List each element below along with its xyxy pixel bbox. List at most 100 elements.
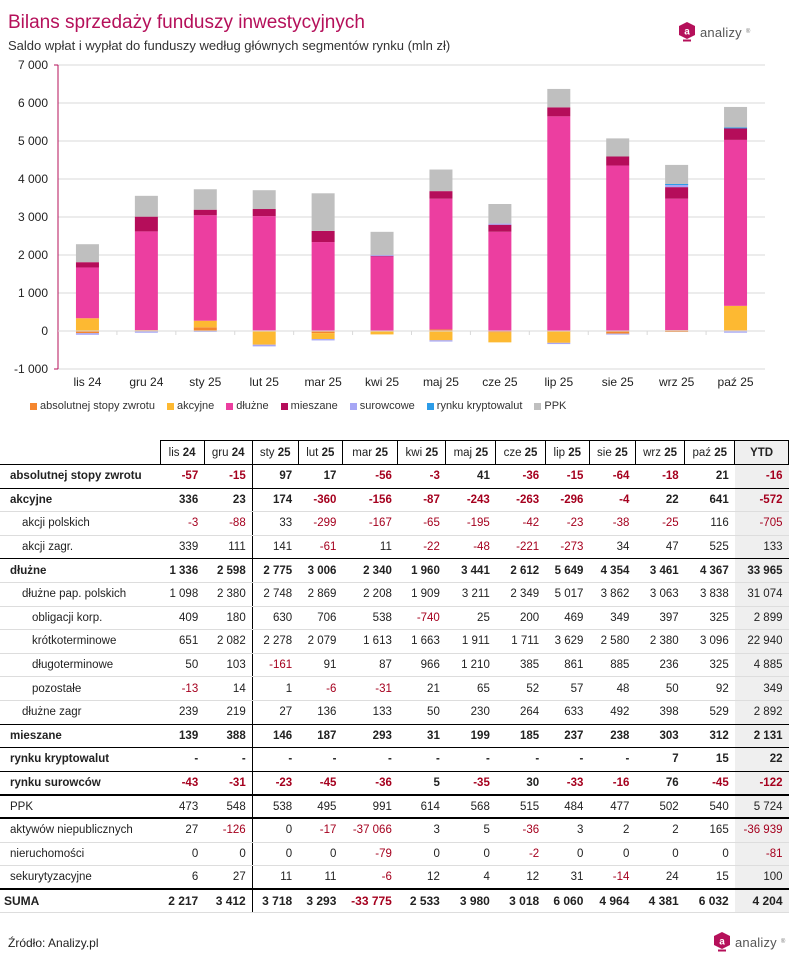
table-cell: 50: [160, 653, 205, 678]
column-header: maj 25: [445, 440, 497, 465]
bar-segment-dluzne: [193, 215, 217, 321]
table-cell: 398: [635, 700, 685, 725]
table-cell: 33: [252, 511, 299, 536]
row-label: sekurytyzacyjne: [0, 865, 160, 891]
table-cell: -: [160, 747, 205, 772]
legend-item: mieszane: [280, 400, 338, 412]
legend-swatch: [349, 402, 357, 410]
table-cell: 22 940: [734, 629, 789, 654]
table-cell: 21: [397, 676, 446, 701]
table-cell: 4 204: [734, 889, 789, 914]
legend-item: dłużne: [226, 400, 269, 412]
table-cell: -23: [252, 771, 299, 796]
table-cell: 22: [734, 747, 789, 772]
bar-segment-rynku-kryptowalut: [724, 127, 748, 129]
table-cell: 0: [545, 842, 590, 867]
table-cell: 2 580: [589, 629, 636, 654]
row-label: PPK: [0, 794, 160, 820]
table-cell: 4 885: [734, 653, 789, 678]
table-cell: 3 980: [445, 889, 496, 914]
legend-label: PPK: [544, 400, 567, 412]
table-cell: -: [397, 747, 446, 772]
table-cell: 2 208: [342, 582, 398, 607]
table-cell: -243: [445, 488, 496, 513]
table-cell: 0: [252, 842, 299, 867]
table-cell: 6 032: [684, 889, 735, 914]
table-cell: 2 775: [252, 558, 299, 583]
table-row: obligacji korp. 409 180 630 706 538 -740 25 200 4…: [0, 606, 789, 631]
table-cell: 239: [160, 700, 205, 725]
table-cell: 2 082: [204, 629, 253, 654]
bar-segment-absolutnej-stopy-zwrotu: [488, 331, 512, 333]
table-cell: 473: [160, 794, 205, 820]
table-cell: 1 960: [397, 558, 446, 583]
logo-registered: ®: [780, 939, 786, 945]
table-cell: -299: [298, 511, 343, 536]
table-cell: -79: [342, 842, 398, 867]
table-cell: 1 210: [445, 653, 496, 678]
column-header: paź 25: [684, 440, 736, 465]
table-cell: 116: [684, 511, 735, 536]
table-cell: 17: [298, 464, 343, 489]
table-cell: 0: [589, 842, 636, 867]
table-cell: 2 131: [734, 724, 789, 749]
row-label: akcyjne: [0, 488, 160, 513]
logo-text: analizy: [735, 934, 777, 950]
table-cell: -6: [298, 676, 343, 701]
legend-swatch: [30, 402, 37, 410]
table-row: SUMA 2 217 3 412 3 718 3 293 -33 775 2 533 3 98…: [0, 889, 789, 914]
table-cell: 11: [298, 865, 343, 891]
table-cell: -221: [495, 535, 546, 560]
table-cell: 2 533: [397, 889, 446, 914]
column-header: cze 25: [495, 440, 546, 465]
table-cell: 76: [635, 771, 685, 796]
bar-segment-mieszane: [193, 209, 217, 216]
bar-segment-mieszane: [75, 262, 99, 268]
y-tick-label: 7 000: [18, 58, 48, 72]
table-cell: 31 074: [734, 582, 789, 607]
table-cell: 111: [204, 535, 253, 560]
table-row: aktywów niepublicznych 27 -126 0 -17 -37 066 3…: [0, 818, 789, 843]
table-cell: -87: [397, 488, 446, 513]
column-header: gru 24: [203, 440, 253, 465]
x-tick-label: wrz 25: [658, 375, 695, 389]
bar-segment-PPK: [311, 193, 335, 231]
table-cell: 100: [734, 865, 789, 891]
table-row: krótkoterminowe 651 2 082 2 278 2 079 1 613 1 …: [0, 629, 789, 654]
page-title: Bilans sprzedaży funduszy inwestycyjnych: [8, 12, 365, 33]
bar-segment-PPK: [370, 231, 394, 256]
table-cell: 34: [589, 535, 636, 560]
table-cell: 31: [545, 865, 590, 891]
bar-segment-akcyjne: [370, 331, 394, 335]
table-cell: -31: [204, 771, 253, 796]
row-label: akcji polskich: [0, 511, 160, 536]
bar-segment-mieszane: [252, 209, 276, 217]
bar-segment-PPK: [134, 195, 158, 217]
table-cell: 385: [495, 653, 546, 678]
bar-segment-dluzne: [75, 267, 99, 319]
table-cell: 180: [204, 606, 253, 631]
table-cell: -36: [495, 818, 546, 843]
x-tick-label: sie 25: [602, 375, 634, 389]
table-cell: 4 964: [589, 889, 636, 914]
bar-segment-PPK: [606, 138, 630, 157]
table-cell: -64: [589, 464, 636, 489]
table-cell: 349: [589, 606, 636, 631]
y-tick-label: 3 000: [18, 210, 48, 224]
table-cell: 3 862: [589, 582, 636, 607]
table-row: PPK 473 548 538 495 991 614 568 515 484 477 502 540 5…: [0, 794, 789, 820]
table-cell: -: [589, 747, 636, 772]
table-cell: 312: [684, 724, 735, 749]
bar-segment-PPK: [724, 106, 748, 128]
table-cell: 3 211: [445, 582, 496, 607]
table-cell: -161: [252, 653, 299, 678]
bar-segment-akcyjne: [488, 332, 512, 343]
table-cell: -15: [204, 464, 253, 489]
bar-segment-surowcowe: [724, 331, 748, 333]
bar-segment-PPK: [429, 169, 453, 192]
source-note: Źródło: Analizy.pl: [8, 936, 99, 950]
table-row: sekurytyzacyjne 6 27 11 11 -6 12 4 12 31 -14 24 15 10…: [0, 865, 789, 891]
table-cell: 529: [684, 700, 735, 725]
table-cell: -16: [589, 771, 636, 796]
table-cell: 3 629: [545, 629, 590, 654]
